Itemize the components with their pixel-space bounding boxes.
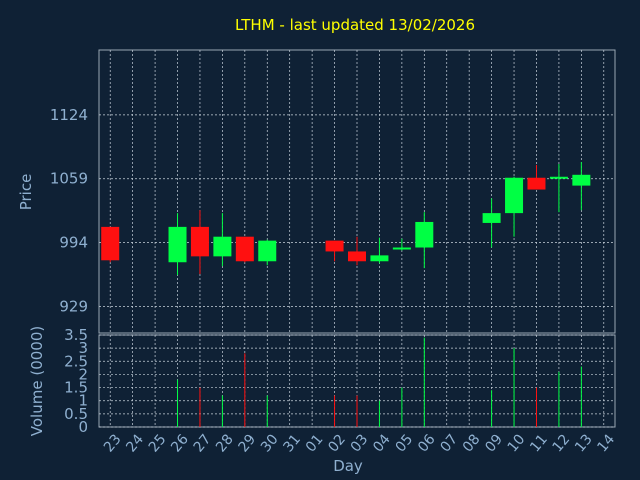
candle-body <box>348 251 366 262</box>
volume-tick-label: 3 <box>78 339 88 357</box>
candle-body <box>482 213 501 223</box>
chart-title: LTHM - last updated 13/02/2026 <box>235 16 475 34</box>
candle-body <box>549 176 568 179</box>
candle-09 <box>482 198 501 248</box>
candle-27 <box>190 210 209 275</box>
candle-02 <box>325 240 344 262</box>
candle-body <box>505 177 524 214</box>
volume-tick-label: 2.5 <box>64 352 88 370</box>
volume-tick-label: 2 <box>78 365 88 383</box>
candle-body <box>101 226 120 261</box>
price-tick-label: 1124 <box>50 106 88 124</box>
volume-tick-label: 1.5 <box>64 379 88 397</box>
price-y-ticks: 929 994 1059 1124 <box>50 106 88 316</box>
price-tick-label: 929 <box>59 297 88 315</box>
candle-11 <box>527 164 546 190</box>
candle-body <box>370 255 389 262</box>
price-panel: 929 994 1059 1124 Price <box>17 49 616 334</box>
candle-28 <box>213 213 232 267</box>
x-axis-ticks: 2324252627282930310102030405060708091011… <box>101 431 618 455</box>
candle-body <box>168 226 187 263</box>
price-tick-label: 994 <box>59 234 88 252</box>
candle-23 <box>101 226 120 263</box>
candle-body <box>527 177 546 190</box>
candle-body <box>235 236 254 262</box>
candle-body <box>392 247 411 250</box>
volume-bars <box>177 337 582 427</box>
volume-y-ticks: 00.511.522.533.5 <box>64 326 88 436</box>
candle-03 <box>348 236 366 266</box>
price-axis-label: Price <box>17 174 35 211</box>
candle-04 <box>370 237 389 264</box>
volume-tick-label: 1 <box>78 392 88 410</box>
candle-30 <box>258 239 277 266</box>
candle-12 <box>549 163 568 213</box>
candle-body <box>258 240 277 262</box>
candle-body <box>190 226 209 257</box>
candle-06 <box>415 212 434 269</box>
volume-axis-label: Volume (0000) <box>28 326 46 436</box>
candle-10 <box>505 176 524 237</box>
x-axis-label: Day <box>333 457 363 475</box>
volume-tick-label: 3.5 <box>64 326 88 344</box>
candle-26 <box>168 213 187 276</box>
candles <box>101 162 591 276</box>
price-tick-label: 1059 <box>50 170 88 188</box>
candle-05 <box>392 238 411 251</box>
candle-body <box>572 174 591 186</box>
candle-13 <box>572 162 591 211</box>
candle-body <box>213 236 232 257</box>
candle-body <box>415 221 434 248</box>
candle-body <box>325 240 344 252</box>
candle-29 <box>235 236 254 263</box>
volume-tick-label: 0.5 <box>64 405 88 423</box>
volume-tick-label: 0 <box>78 418 88 436</box>
